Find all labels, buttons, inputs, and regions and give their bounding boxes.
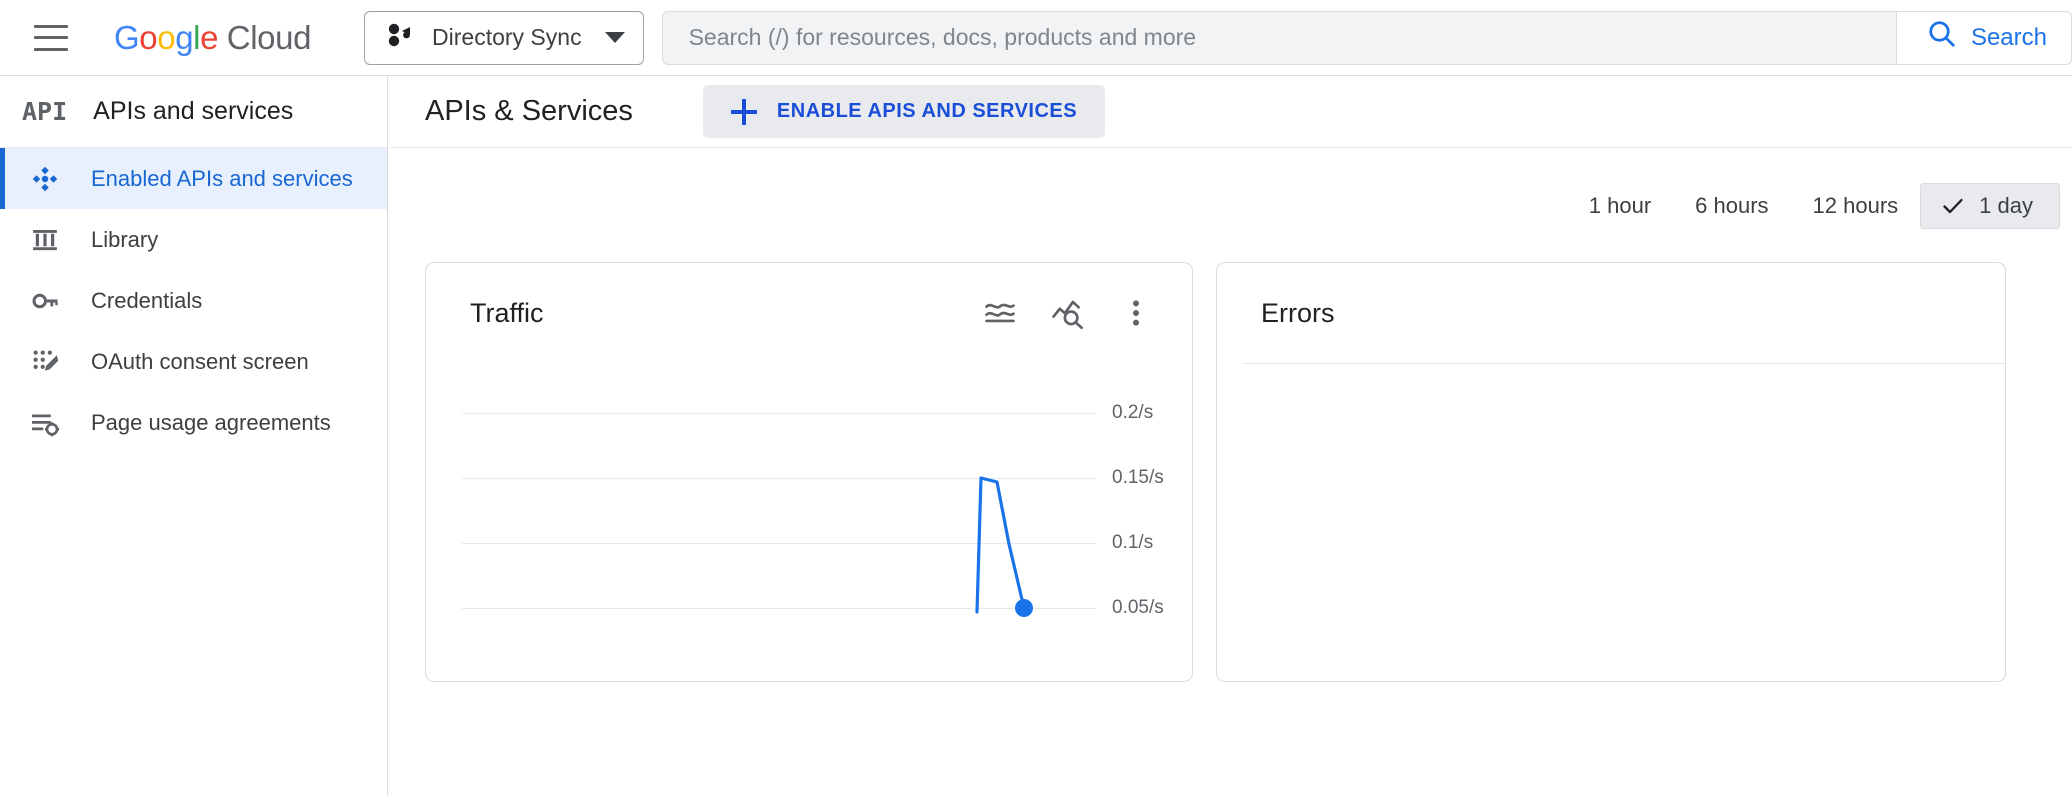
- logo-letter-e: e: [200, 18, 219, 56]
- more-vert-icon[interactable]: [1116, 293, 1156, 333]
- enabled-apis-diamond-icon: [30, 164, 60, 194]
- time-range-1-hour[interactable]: 1 hour: [1567, 183, 1673, 229]
- logo-letter-g1: G: [114, 18, 140, 56]
- sidebar-item-label: Enabled APIs and services: [91, 165, 353, 191]
- y-axis-tick-label: 0.2/s: [1112, 402, 1154, 423]
- sidebar-item-label: Library: [91, 226, 159, 252]
- project-picker-label: Directory Sync: [432, 24, 582, 50]
- gridline: [462, 608, 1096, 609]
- errors-card-title: Errors: [1261, 297, 1335, 328]
- search-icon: [1927, 19, 1957, 56]
- sidebar-product-title: APIs and services: [93, 97, 294, 125]
- api-product-icon: API: [22, 97, 68, 126]
- enable-button-label: ENABLE APIS AND SERVICES: [776, 100, 1078, 122]
- logo-word-cloud: Cloud: [218, 18, 312, 56]
- search-button-label: Search: [1970, 23, 2047, 51]
- logo-letter-l: l: [193, 18, 201, 56]
- gridline: [462, 413, 1096, 414]
- traffic-card-actions: [980, 293, 1156, 333]
- y-axis-tick-label: 0.05/s: [1112, 597, 1164, 618]
- y-axis-tick-label: 0.15/s: [1112, 467, 1164, 488]
- sidebar-item-label: Page usage agreements: [91, 409, 331, 435]
- key-icon: [30, 286, 60, 316]
- library-icon: [30, 225, 60, 255]
- time-range-6-hours[interactable]: 6 hours: [1673, 183, 1790, 229]
- search-input-container[interactable]: [661, 10, 1897, 65]
- hamburger-menu-icon[interactable]: [34, 24, 68, 51]
- page-title: APIs & Services: [425, 95, 633, 127]
- global-search: Search: [661, 10, 2072, 65]
- project-dots-icon: [385, 22, 415, 53]
- traffic-chart: 0.2/s 0.15/s 0.1/s 0.05/s: [426, 363, 1192, 681]
- time-range-selector: 1 hour 6 hours 12 hours 1 day: [1567, 183, 2060, 229]
- sidebar-item-credentials[interactable]: Credentials: [0, 270, 387, 331]
- oauth-consent-icon: [30, 347, 60, 377]
- sidebar-item-enabled-apis[interactable]: Enabled APIs and services: [0, 148, 387, 209]
- main-content: APIs & Services ENABLE APIS AND SERVICES…: [389, 76, 2072, 796]
- y-axis-tick-label: 0.1/s: [1112, 532, 1154, 553]
- sidebar-item-label: Credentials: [91, 287, 203, 313]
- gridline: [462, 543, 1096, 544]
- errors-card-divider: [1242, 363, 2005, 364]
- logo-letter-g2: g: [175, 18, 194, 56]
- project-picker[interactable]: Directory Sync: [364, 10, 644, 65]
- search-button[interactable]: Search: [1896, 10, 2072, 65]
- gridline: [462, 478, 1096, 479]
- time-range-1-day[interactable]: 1 day: [1920, 183, 2060, 229]
- enable-apis-and-services-button[interactable]: ENABLE APIS AND SERVICES: [702, 85, 1106, 138]
- traffic-plot-area: [462, 363, 1096, 663]
- google-cloud-logo[interactable]: Google Cloud: [114, 19, 311, 57]
- time-range-12-hours[interactable]: 12 hours: [1791, 183, 1921, 229]
- plus-icon: [730, 98, 757, 125]
- errors-card-header: Errors: [1217, 263, 2005, 363]
- chart-inspect-icon[interactable]: [1048, 293, 1088, 333]
- traffic-card: Traffic: [425, 262, 1193, 682]
- traffic-line-series: [975, 476, 1033, 617]
- check-icon: [1941, 194, 1965, 218]
- sidebar-item-oauth-consent-screen[interactable]: OAuth consent screen: [0, 331, 387, 392]
- errors-card: Errors: [1216, 262, 2006, 682]
- logo-letter-o2: o: [157, 18, 176, 56]
- page-usage-agreements-icon: [30, 408, 60, 438]
- logo-letter-o1: o: [139, 18, 158, 56]
- top-app-bar: Google Cloud Directory Sync Search: [0, 0, 2072, 76]
- search-input[interactable]: [688, 24, 1896, 51]
- traffic-card-title: Traffic: [470, 297, 544, 328]
- chevron-down-icon: [604, 32, 625, 43]
- sidebar: API APIs and services Enabled APIs and s…: [0, 76, 388, 796]
- traffic-card-header: Traffic: [426, 263, 1192, 363]
- sidebar-header: API APIs and services: [0, 76, 387, 148]
- sidebar-item-library[interactable]: Library: [0, 209, 387, 270]
- sidebar-item-page-usage-agreements[interactable]: Page usage agreements: [0, 392, 387, 453]
- sidebar-item-label: OAuth consent screen: [91, 348, 309, 374]
- stacked-lines-icon[interactable]: [980, 293, 1020, 333]
- time-range-1-day-label: 1 day: [1979, 193, 2033, 218]
- page-header: APIs & Services ENABLE APIS AND SERVICES: [389, 76, 2072, 148]
